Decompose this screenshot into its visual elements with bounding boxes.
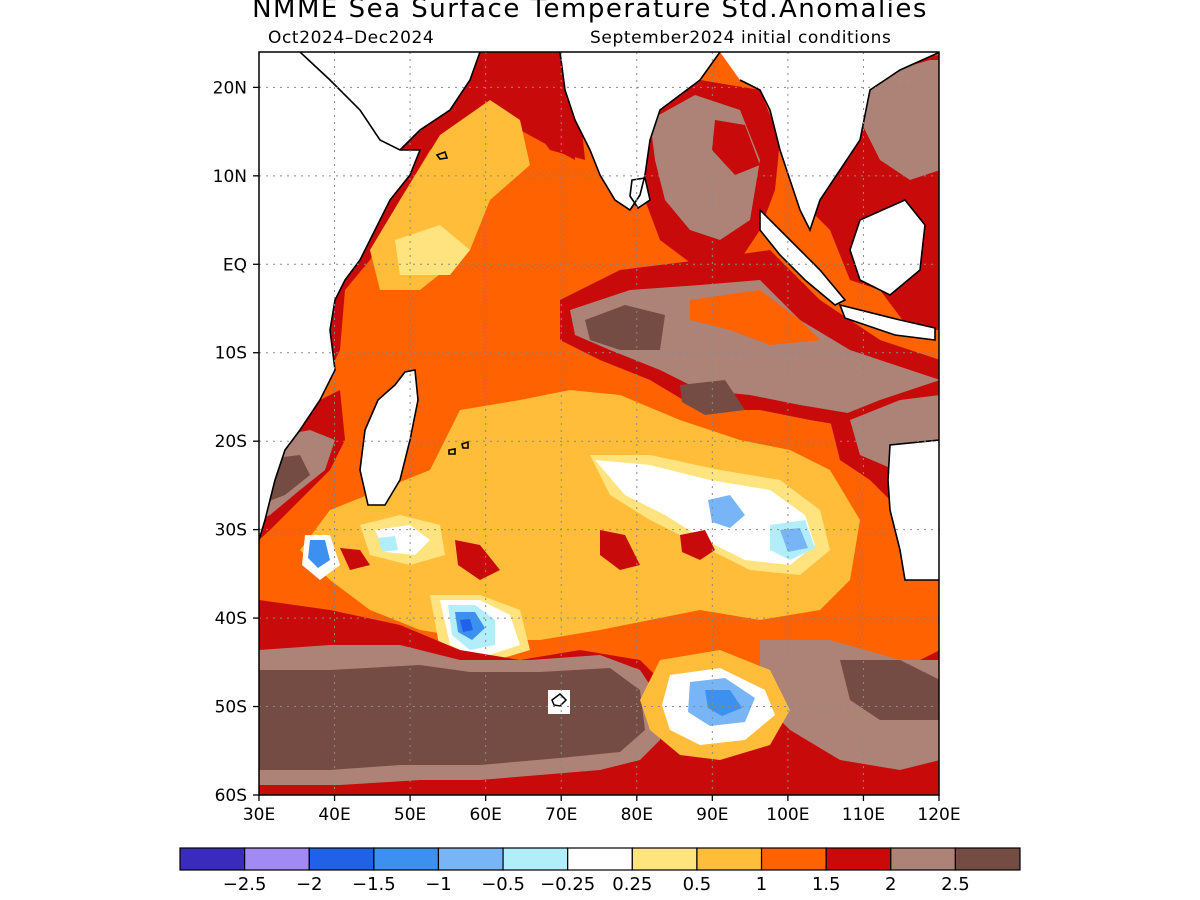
- colorbar-label: −2.5: [223, 874, 267, 895]
- colorbar-label: 0.25: [612, 874, 652, 895]
- lat-tick-label: 40S: [215, 609, 247, 629]
- colorbar-swatch: [567, 847, 633, 871]
- colorbar-label: 2.5: [941, 874, 970, 895]
- lon-tick-label: 60E: [469, 805, 501, 825]
- coastlines: [259, 52, 939, 581]
- initial-conditions: September2024 initial conditions: [590, 28, 892, 48]
- colorbar-swatch: [696, 847, 763, 871]
- lon-tick-label: 30E: [243, 805, 275, 825]
- colorbar-label: −1.5: [352, 874, 396, 895]
- lon-tick-label: 120E: [917, 805, 960, 825]
- lon-tick-label: 40E: [318, 805, 350, 825]
- lat-tick-label: 20S: [215, 432, 247, 452]
- colorbar-swatch: [954, 847, 1021, 871]
- lon-tick-label: 110E: [842, 805, 885, 825]
- kerguelen-island: [548, 690, 570, 714]
- land-mask: [259, 52, 939, 580]
- colorbar-label: 0.5: [683, 874, 712, 895]
- forecast-period: Oct2024–Dec2024: [268, 28, 435, 48]
- colorbar-swatch: [890, 847, 956, 871]
- colorbar-swatch: [308, 847, 375, 871]
- colorbar-label: 2: [885, 874, 896, 895]
- colorbar-swatch: [373, 847, 440, 871]
- lat-tick-label: 20N: [213, 78, 247, 98]
- colorbar-swatch: [502, 847, 569, 871]
- colorbar: −2.5 −2 −1.5 −1 −0.5 −0.25 0.25 0.5 1 1.5 2 2.5: [179, 847, 1021, 895]
- colorbar-label: −0.25: [540, 874, 595, 895]
- lat-tick-label: 30S: [215, 521, 247, 541]
- map-frame: [258, 51, 940, 796]
- colorbar-swatch: [825, 847, 892, 871]
- colorbar-swatch: [244, 847, 310, 871]
- colorbar-label: −0.5: [481, 874, 525, 895]
- lat-tick-label: 10N: [213, 167, 247, 187]
- colorbar-label: 1: [756, 874, 767, 895]
- lon-tick-label: 90E: [696, 805, 728, 825]
- longitude-axis: 30E 40E 50E 60E 70E 80E 90E 100E 110E 120E: [243, 795, 961, 825]
- lon-tick-label: 70E: [545, 805, 577, 825]
- colorbar-swatch: [437, 847, 504, 871]
- lat-tick-label: 50S: [215, 698, 247, 718]
- anomaly-field: [259, 52, 939, 795]
- lon-tick-label: 100E: [766, 805, 809, 825]
- lat-tick-label: EQ: [223, 255, 247, 275]
- lat-tick-label: 10S: [215, 344, 247, 364]
- lon-tick-label: 80E: [621, 805, 653, 825]
- map-gridlines: [259, 52, 939, 795]
- colorbar-label: 1.5: [812, 874, 841, 895]
- lon-tick-label: 50E: [394, 805, 426, 825]
- lat-tick-label: 60S: [215, 786, 247, 806]
- colorbar-label: −1: [425, 874, 452, 895]
- colorbar-swatch: [631, 847, 698, 871]
- map-title: NMME Sea Surface Temperature Std.Anomali…: [252, 0, 928, 24]
- colorbar-swatch: [760, 847, 827, 871]
- colorbar-label: −2: [296, 874, 323, 895]
- colorbar-swatch: [179, 847, 246, 871]
- latitude-axis: 20N 10N EQ 10S 20S 30S 40S 50S 60S: [213, 78, 259, 806]
